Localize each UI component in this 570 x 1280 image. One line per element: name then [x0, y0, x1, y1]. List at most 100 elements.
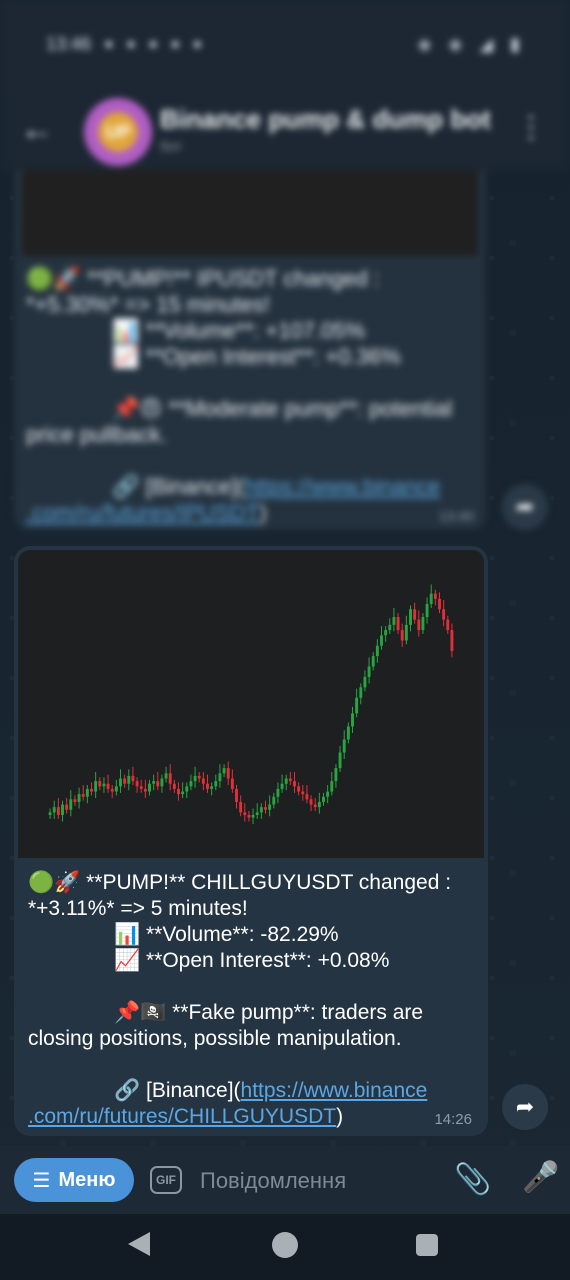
candle-body [206, 783, 209, 789]
old-link-line-2: .com/ru/futures/IPUSDT) [26, 500, 476, 526]
candle-body [404, 624, 408, 641]
candle-body [164, 773, 168, 779]
candle-body [346, 726, 350, 740]
message-line-4: 📈 **Open Interest**: +0.08% [114, 949, 390, 972]
candle-body [139, 786, 143, 789]
chat-title[interactable]: Binance pump & dump bot [160, 104, 491, 134]
previous-message-time: 13:40 [438, 508, 474, 524]
microphone-icon[interactable]: 🎤 [522, 1161, 560, 1194]
candle-body [338, 752, 342, 769]
candle-body [168, 773, 172, 784]
avatar[interactable]: UP [84, 98, 152, 166]
candle-body [193, 775, 197, 782]
candle-body [135, 781, 139, 787]
candle-body [384, 630, 388, 636]
candle-body [255, 812, 259, 815]
old-link-part-1[interactable]: https://www.binance [244, 474, 441, 499]
nav-back-icon[interactable] [128, 1232, 150, 1256]
candle-body [355, 697, 359, 714]
candle-body [371, 656, 375, 667]
back-arrow-icon[interactable]: ← [20, 110, 54, 148]
candle-body [380, 635, 383, 646]
candle-body [433, 593, 437, 599]
candle-body [102, 783, 106, 787]
nav-home-icon[interactable] [272, 1232, 298, 1258]
candle-body [127, 775, 131, 784]
message-line-2: *+3.11%* => 5 minutes! [28, 897, 248, 920]
blurred-area: 13:46 ● ● ● ● ● ◈ ◈ ◢ ▮ ← UP Binance pum… [0, 0, 570, 540]
candle-body [305, 794, 309, 800]
candle-body [330, 781, 334, 792]
candle-body [247, 814, 251, 818]
candle-body [264, 807, 267, 810]
candle-body [114, 786, 118, 792]
candle-body [251, 814, 255, 818]
candle-body [313, 804, 317, 808]
candle-body [218, 773, 222, 782]
candle-body [210, 786, 214, 789]
candle-body [148, 783, 151, 792]
candle-body [110, 788, 114, 792]
candle-body [77, 794, 81, 802]
chart-image[interactable] [18, 550, 484, 858]
chat-header: ← UP Binance pump & dump bot бот ⋮ [0, 90, 570, 170]
candle-body [131, 775, 135, 782]
candle-body [276, 788, 280, 797]
nav-recents-icon[interactable] [416, 1234, 438, 1256]
candle-body [143, 788, 147, 792]
candle-body [326, 791, 330, 797]
message-spacer [28, 974, 476, 1000]
candle-body [293, 781, 296, 787]
candle-body [297, 786, 301, 792]
share-button[interactable]: ➦ [502, 1084, 548, 1130]
menu-button[interactable]: ☰ Меню [14, 1158, 134, 1202]
candle-body [243, 812, 247, 815]
message-bubble: 🟢🚀 **PUMP!** CHILLGUYUSDT changed : *+3.… [14, 546, 488, 1136]
candle-body [98, 781, 102, 787]
old-line-5: 📌😠 **Moderate pump**: potential [112, 396, 453, 421]
chat-subtitle: бот [160, 138, 182, 154]
candle-body [94, 781, 98, 792]
message-line-6: closing positions, possible manipulation… [28, 1027, 402, 1050]
candle-body [156, 781, 160, 787]
binance-link-part-1[interactable]: https://www.binance [240, 1079, 428, 1102]
old-link-part-2[interactable]: .com/ru/futures/IPUSDT [26, 500, 260, 525]
candle-body [284, 778, 288, 784]
link-line-1: 🔗 [Binance](https://www.binance [28, 1078, 476, 1104]
previous-share-button[interactable]: ➦ [502, 484, 548, 530]
binance-link-part-2[interactable]: .com/ru/futures/CHILLGUYUSDT [28, 1105, 337, 1128]
share-icon: ➦ [515, 1094, 535, 1119]
old-line-2: *+5.30%* => 15 minutes! [26, 292, 270, 317]
old-link-prefix: 🔗 [Binance]( [112, 474, 245, 499]
candle-body [309, 799, 313, 805]
candle-body [152, 781, 156, 784]
candle-body [222, 768, 226, 774]
candle-body [185, 786, 189, 792]
candle-body [61, 804, 64, 815]
system-icons: ◈ ◈ ◢ ▮ [417, 34, 526, 54]
candle-body [359, 687, 363, 698]
candle-body [48, 812, 52, 815]
candle-body [259, 807, 263, 813]
candle-body [446, 619, 450, 631]
message-input[interactable] [198, 1164, 442, 1198]
candle-body [392, 617, 396, 625]
candle-body [172, 783, 176, 789]
candle-body [363, 676, 367, 688]
candle-body [413, 609, 417, 620]
candle-body [351, 713, 354, 727]
candle-body [317, 801, 321, 808]
candle-body [235, 788, 238, 802]
link-suffix: ) [336, 1105, 344, 1128]
old-line-4: 📈 **Open Interest**: +0.36% [112, 344, 401, 369]
candle-body [85, 788, 89, 797]
more-vert-icon[interactable]: ⋮ [516, 111, 546, 144]
menu-icon: ☰ [32, 1169, 51, 1192]
gif-button[interactable]: GIF [150, 1166, 182, 1194]
paperclip-icon[interactable]: 📎 [454, 1163, 492, 1196]
candle-body [280, 783, 284, 789]
candle-body [342, 739, 346, 753]
candle-body [52, 807, 56, 813]
candle-body [409, 609, 412, 625]
previous-message-bubble: 🟢🚀 **PUMP!** IPUSDT changed : *+5.30%* =… [14, 170, 486, 530]
